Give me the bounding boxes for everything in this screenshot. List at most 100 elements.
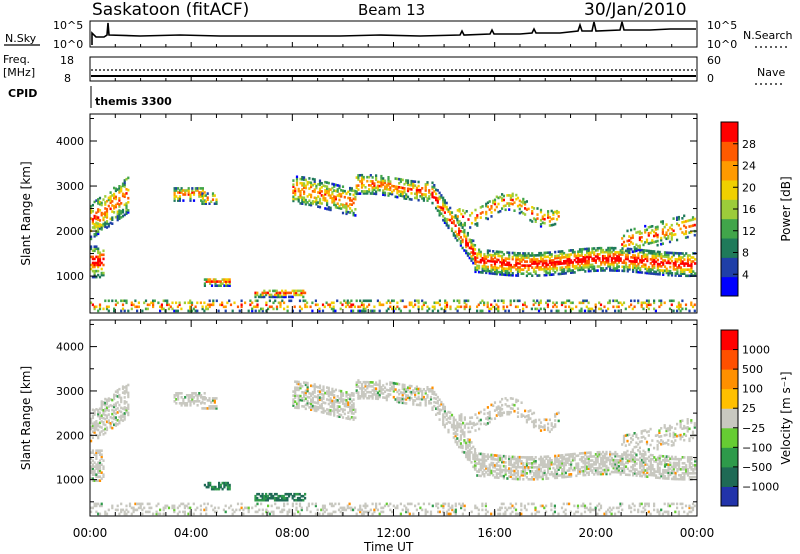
echo-cell (442, 407, 445, 410)
echo-cell (509, 263, 512, 267)
echo-cell (113, 192, 116, 196)
colorbar-tick-label: 28 (742, 138, 756, 151)
echo-cell (198, 187, 201, 190)
echo-cell (320, 398, 323, 402)
echo-cell (684, 220, 688, 223)
echo-cell (90, 245, 93, 248)
echo-cell (303, 391, 306, 394)
echo-cell (452, 215, 455, 219)
echo-cell (663, 459, 667, 462)
echo-cell (127, 211, 130, 214)
echo-cell (300, 289, 303, 293)
echo-cell (663, 301, 666, 305)
echo-cell (658, 273, 661, 276)
echo-cell (646, 255, 649, 259)
echo-cell (555, 466, 559, 470)
echo-cell (157, 301, 160, 305)
echo-cell (380, 183, 383, 186)
echo-cell (201, 187, 204, 190)
echo-cell (580, 458, 583, 461)
echo-cell (598, 253, 601, 256)
echo-cell (466, 446, 469, 449)
echo-cell (205, 278, 208, 281)
echo-cell (378, 385, 381, 389)
echo-cell (401, 395, 404, 399)
echo-cell (310, 193, 313, 197)
echo-cell (194, 187, 197, 190)
echo-cell (251, 307, 254, 311)
echo-cell (568, 265, 571, 269)
echo-cell (570, 261, 573, 264)
echo-cell (339, 301, 342, 305)
echo-cell (399, 190, 402, 193)
echo-cell (201, 401, 204, 404)
echo-cell (483, 465, 486, 468)
echo-cell (352, 402, 355, 405)
echo-cell (169, 305, 172, 309)
echo-cell (474, 458, 477, 461)
echo-cell (318, 183, 322, 187)
echo-cell (497, 307, 500, 311)
echo-cell (458, 299, 461, 303)
echo-cell (461, 226, 464, 229)
echo-cell (301, 397, 304, 400)
echo-cell (564, 457, 567, 461)
echo-cell (557, 272, 560, 276)
echo-cell (100, 426, 103, 429)
echo-cell (638, 246, 641, 250)
echo-cell (545, 463, 548, 466)
echo-cell (324, 193, 327, 196)
echo-cell (91, 275, 94, 279)
echo-cell (511, 194, 514, 198)
echo-cell (557, 474, 560, 477)
echo-cell (203, 407, 206, 410)
echo-cell (509, 407, 512, 410)
echo-cell (387, 182, 390, 185)
echo-cell (532, 270, 536, 273)
echo-cell (573, 466, 576, 470)
echo-cell (616, 452, 619, 456)
echo-cell (317, 191, 320, 194)
echo-cell (322, 393, 325, 396)
echo-cell (550, 463, 553, 466)
echo-cell (596, 472, 599, 476)
echo-cell (350, 392, 353, 395)
echo-cell (310, 203, 313, 207)
echo-cell (688, 225, 691, 228)
echo-cell (463, 416, 466, 419)
echo-cell (479, 464, 482, 468)
echo-cell (160, 305, 163, 309)
echo-cell (561, 456, 564, 459)
echo-cell (120, 418, 123, 422)
echo-cell (674, 457, 677, 461)
echo-cell (694, 475, 697, 479)
echo-cell (435, 413, 438, 416)
echo-cell (667, 475, 670, 478)
echo-cell (492, 254, 495, 257)
echo-cell (380, 389, 383, 393)
echo-cell (538, 262, 541, 265)
echo-cell (644, 461, 647, 464)
echo-cell (95, 475, 98, 478)
echo-cell (626, 251, 629, 255)
echo-cell (134, 305, 137, 309)
echo-cell (394, 382, 397, 385)
echo-cell (667, 253, 670, 257)
echo-cell (297, 199, 300, 203)
echo-cell (594, 269, 597, 272)
echo-cell (639, 464, 642, 468)
echo-cell (651, 241, 654, 244)
echo-cell (486, 418, 489, 421)
echo-cell (543, 459, 546, 463)
echo-cell (587, 257, 590, 261)
echo-cell (550, 428, 553, 431)
echo-cell (580, 307, 583, 311)
echo-cell (660, 303, 663, 307)
colorbar-tick-label: 8 (742, 247, 749, 260)
echo-cell (447, 410, 450, 414)
echo-cell (486, 217, 489, 221)
echo-cell (378, 184, 381, 188)
echo-cell (295, 183, 299, 187)
echo-cell (490, 205, 493, 208)
echo-cell (582, 256, 585, 259)
